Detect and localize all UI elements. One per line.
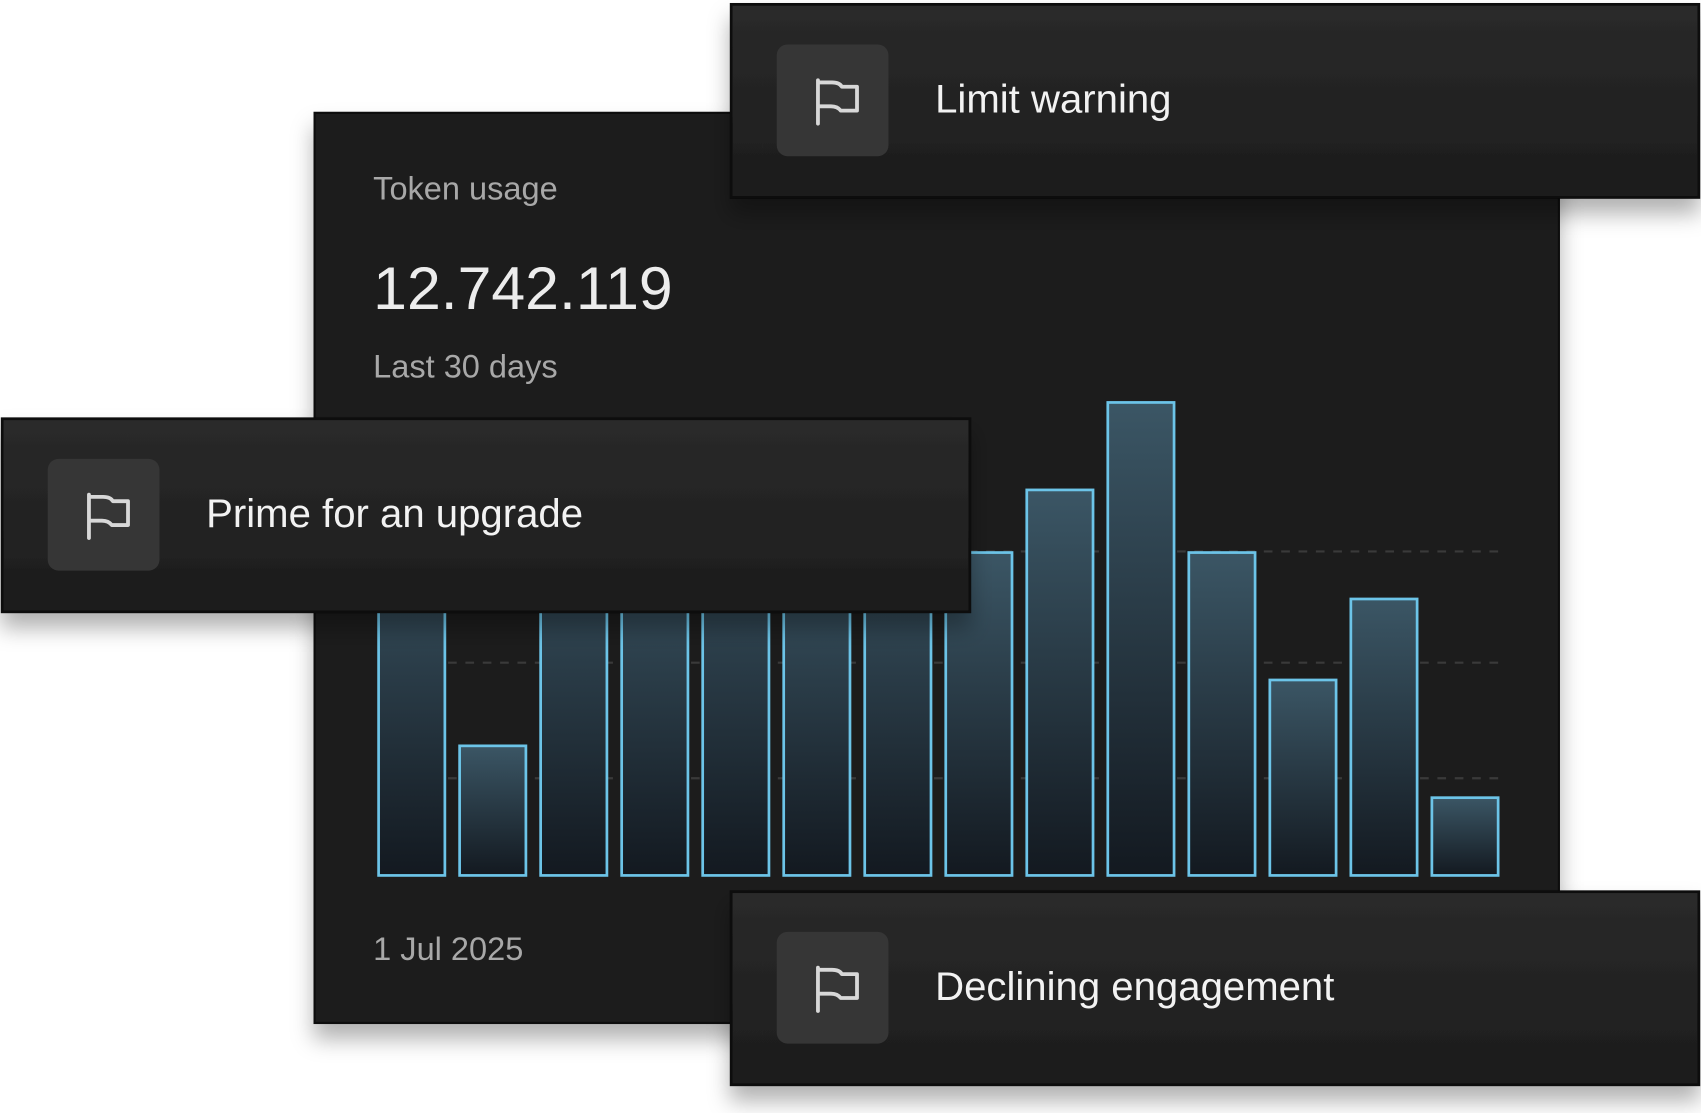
- alert-background: [729, 890, 1701, 1087]
- flag-icon: [816, 965, 859, 1013]
- bar: [1349, 597, 1419, 877]
- bar: [1268, 678, 1338, 877]
- flag-icon: [816, 78, 859, 126]
- alert-icon-box: [47, 458, 160, 571]
- alert-label: Declining engagement: [935, 964, 1334, 1009]
- flag-icon: [87, 492, 130, 540]
- bar: [1106, 401, 1176, 877]
- alert-card: Prime for an upgrade: [0, 417, 972, 614]
- bar: [458, 744, 528, 877]
- bar: [1025, 488, 1095, 877]
- alert-label: Limit warning: [935, 77, 1171, 122]
- alert-background: [0, 417, 972, 614]
- card-total: 12.742.119: [373, 254, 672, 322]
- alert-icon-box: [776, 931, 889, 1044]
- alert-icon-box: [776, 44, 889, 157]
- card-date: 1 Jul 2025: [373, 931, 523, 967]
- alert-background: [729, 2, 1701, 199]
- alert-card: Limit warning: [729, 2, 1701, 199]
- card-label: Token usage: [373, 171, 557, 207]
- card-period: Last 30 days: [373, 348, 557, 384]
- alert-label: Prime for an upgrade: [206, 491, 583, 536]
- bar: [1430, 796, 1500, 877]
- bar: [1187, 551, 1257, 877]
- alert-card: Declining engagement: [729, 890, 1701, 1087]
